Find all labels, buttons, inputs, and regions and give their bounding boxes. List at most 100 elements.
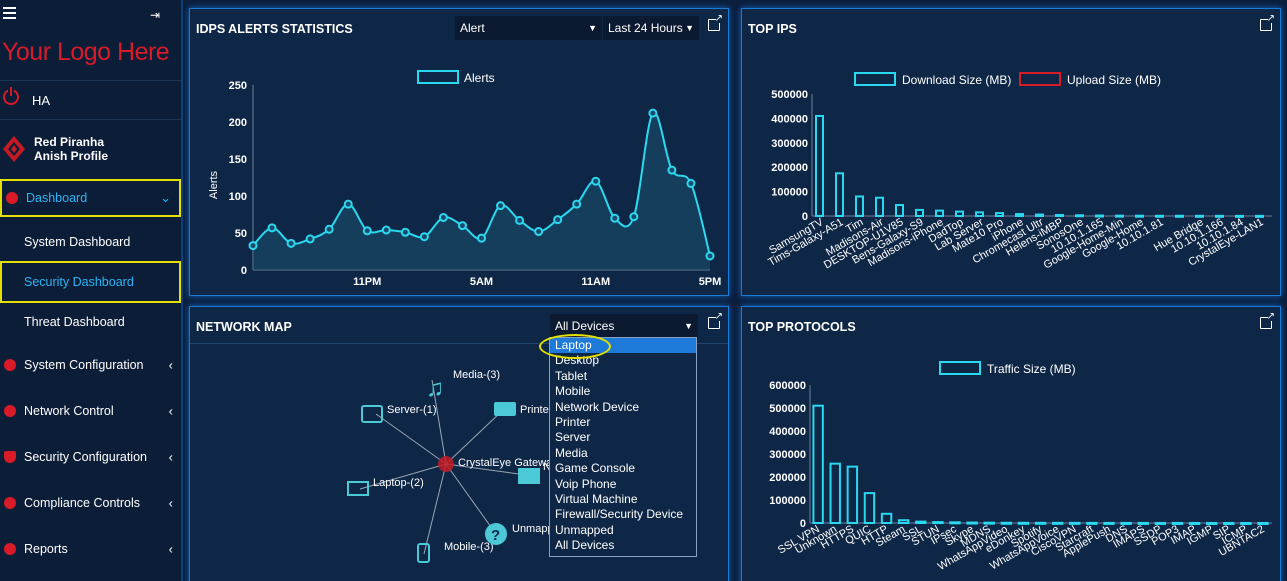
bar bbox=[875, 196, 884, 217]
idps-alerts-panel: IDPS ALERTS STATISTICS Alert ▼ Last 24 Ho… bbox=[189, 8, 729, 296]
chevron-left-icon: ‹ bbox=[168, 541, 173, 557]
external-link-icon[interactable] bbox=[1260, 311, 1275, 329]
sidebar-item-security-configuration[interactable]: Security Configuration ‹ bbox=[0, 444, 181, 470]
network-icon bbox=[518, 468, 540, 484]
bar bbox=[1115, 214, 1124, 218]
legend-label: Alerts bbox=[464, 71, 495, 85]
y-tick-label: 400000 bbox=[771, 113, 808, 125]
y-tick-label: 0 bbox=[802, 211, 808, 223]
bar bbox=[1015, 213, 1024, 218]
bar bbox=[1137, 521, 1149, 525]
server-node[interactable]: Server-(1) bbox=[361, 404, 437, 423]
bar bbox=[1188, 521, 1201, 525]
y-tick-label: 250 bbox=[229, 80, 247, 92]
alerts-point bbox=[705, 251, 715, 261]
sidebar-item-dashboard[interactable]: Dashboard ⌄ bbox=[0, 179, 181, 217]
node-label: Laptop-(2) bbox=[373, 477, 424, 489]
legend-swatch bbox=[939, 361, 981, 375]
caret-down-icon: ▼ bbox=[588, 23, 597, 33]
dropdown-option[interactable]: Voip Phone bbox=[555, 476, 617, 491]
bar bbox=[995, 212, 1004, 218]
printer-node[interactable]: Printer bbox=[494, 402, 553, 416]
alerts-point bbox=[648, 108, 658, 118]
profile-logo-icon bbox=[3, 136, 25, 162]
top-ips-bar-chart: Download Size (MB) Upload Size (MB) 0 10000… bbox=[766, 72, 1272, 272]
bar bbox=[1240, 521, 1252, 525]
bar bbox=[1055, 214, 1064, 218]
alerts-point bbox=[305, 234, 315, 244]
alert-type-select[interactable]: Alert ▼ bbox=[455, 16, 602, 40]
logout-icon[interactable]: ⇥ bbox=[150, 8, 161, 22]
node-label: Server-(1) bbox=[387, 404, 437, 416]
globe-icon bbox=[4, 405, 16, 417]
sidebar-item-compliance-controls[interactable]: Compliance Controls ‹ bbox=[0, 490, 181, 516]
sidebar-item-system-dashboard[interactable]: System Dashboard bbox=[0, 230, 181, 254]
sidebar: ⇥ Your Logo Here HA Red Piranha Anish Pr… bbox=[0, 0, 183, 581]
sidebar-top: ⇥ bbox=[0, 0, 181, 34]
y-tick-label: 200000 bbox=[769, 472, 806, 484]
bar bbox=[1017, 521, 1030, 525]
laptop-node[interactable]: Laptop-(2) bbox=[347, 477, 424, 496]
dropdown-option[interactable]: Virtual Machine bbox=[555, 491, 638, 506]
legend-swatch bbox=[854, 72, 896, 86]
dropdown-option[interactable]: All Devices bbox=[555, 538, 615, 553]
alerts-point bbox=[591, 176, 601, 186]
shield-icon bbox=[4, 451, 16, 463]
y-tick-label: 500000 bbox=[769, 403, 806, 415]
bar bbox=[1175, 214, 1184, 218]
media-node[interactable]: ♫ Media-(3) bbox=[426, 369, 500, 402]
alerts-area bbox=[253, 112, 710, 270]
gateway-node[interactable]: CrystalEye Gateway bbox=[438, 456, 558, 472]
bar bbox=[1223, 521, 1235, 525]
bar bbox=[983, 521, 995, 525]
bar bbox=[1264, 215, 1265, 217]
bar bbox=[815, 114, 824, 217]
bar bbox=[915, 208, 924, 217]
alerts-point bbox=[381, 225, 391, 235]
external-link-icon[interactable] bbox=[708, 13, 723, 31]
unmapped-node[interactable]: ? Unmapp bbox=[485, 523, 554, 545]
y-tick-label: 150 bbox=[229, 154, 247, 166]
dropdown-option[interactable]: Server bbox=[555, 430, 591, 445]
sidebar-item-network-control[interactable]: Network Control ‹ bbox=[0, 398, 181, 424]
node-label: N bbox=[543, 461, 551, 473]
menu-icon[interactable] bbox=[3, 7, 16, 19]
bar bbox=[895, 204, 904, 218]
dropdown-option[interactable]: Mobile bbox=[555, 384, 591, 399]
sidebar-item-system-configuration[interactable]: System Configuration ‹ bbox=[0, 352, 181, 378]
dropdown-option[interactable]: Network Device bbox=[555, 399, 640, 414]
sidebar-item-label: Security Configuration bbox=[24, 450, 147, 464]
sidebar-item-label: Reports bbox=[24, 542, 68, 556]
bar bbox=[935, 209, 944, 218]
chevron-left-icon: ‹ bbox=[168, 449, 173, 465]
bar bbox=[829, 462, 841, 525]
mobile-node[interactable]: Mobile-(3) bbox=[417, 541, 494, 563]
bar bbox=[864, 215, 865, 217]
device-filter-dropdown: Laptop Desktop Tablet Mobile Network Device P… bbox=[549, 337, 697, 557]
question-icon bbox=[485, 523, 507, 545]
bar bbox=[924, 215, 925, 217]
external-link-icon[interactable] bbox=[708, 311, 723, 329]
dropdown-option[interactable]: Printer bbox=[555, 414, 591, 429]
bar bbox=[1215, 214, 1224, 218]
sidebar-item-label: Dashboard bbox=[26, 191, 88, 205]
ha-label: HA bbox=[32, 93, 51, 108]
bar bbox=[1205, 521, 1218, 525]
dropdown-option[interactable]: Tablet bbox=[555, 368, 588, 383]
sidebar-item-reports[interactable]: Reports ‹ bbox=[0, 536, 181, 562]
external-link-icon[interactable] bbox=[1260, 13, 1275, 31]
dropdown-option[interactable]: Media bbox=[555, 445, 588, 460]
bar bbox=[955, 210, 964, 218]
time-range-select[interactable]: Last 24 Hours ▼ bbox=[603, 16, 699, 40]
network-device-node[interactable]: N bbox=[518, 461, 551, 484]
dropdown-option[interactable]: Unmapped bbox=[555, 522, 614, 537]
caret-down-icon: ▼ bbox=[684, 321, 693, 331]
dropdown-option[interactable]: Firewall/Security Device bbox=[555, 507, 684, 522]
profile[interactable]: Red Piranha Anish Profile bbox=[0, 128, 181, 173]
sidebar-item-threat-dashboard[interactable]: Threat Dashboard bbox=[0, 310, 181, 334]
dropdown-option[interactable]: Game Console bbox=[555, 461, 636, 476]
panel-title: TOP PROTOCOLS bbox=[748, 320, 856, 334]
bar bbox=[949, 521, 961, 525]
ha-item[interactable]: HA bbox=[0, 80, 181, 120]
sidebar-item-security-dashboard[interactable]: Security Dashboard bbox=[0, 261, 181, 303]
